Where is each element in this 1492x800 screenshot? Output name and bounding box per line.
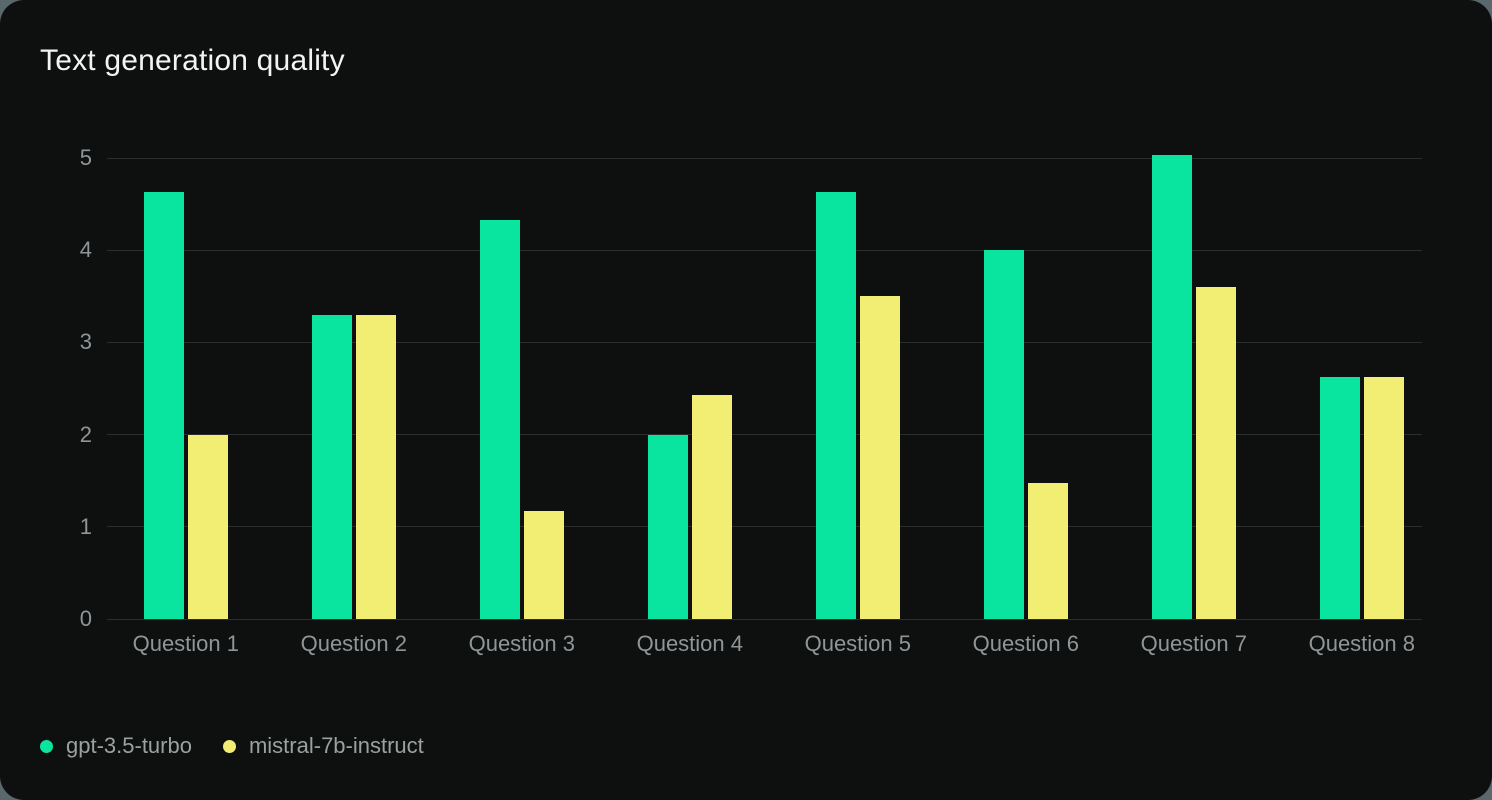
legend: gpt-3.5-turbo mistral-7b-instruct xyxy=(40,733,424,759)
bar-mistral-7b-instruct-question-6 xyxy=(1027,483,1068,619)
legend-label-gpt-3-5-turbo: gpt-3.5-turbo xyxy=(66,733,192,758)
x-axis-label-question-2: Question 2 xyxy=(300,631,407,656)
gridline-y-1 xyxy=(107,526,1422,528)
y-axis-tick-label-5: 5 xyxy=(79,145,92,170)
legend-dot-mistral-7b-instruct xyxy=(222,739,236,753)
y-axis-tick-label-3: 3 xyxy=(79,329,92,355)
bar-gpt-3-5-turbo-question-2 xyxy=(311,314,352,619)
legend-label-mistral-7b-instruct: mistral-7b-instruct xyxy=(248,733,424,758)
y-axis-tick-label-0: 0 xyxy=(79,606,92,631)
x-axis-label-question-6: Question 6 xyxy=(972,631,1079,656)
x-axis-label-question-4: Question 4 xyxy=(636,631,743,656)
bar-mistral-7b-instruct-question-1 xyxy=(187,434,228,619)
x-axis-label-question-1: Question 1 xyxy=(132,631,239,656)
gridline-y-2 xyxy=(107,434,1422,436)
x-axis-label-question-8: Question 8 xyxy=(1308,631,1415,656)
bar-gpt-3-5-turbo-question-8 xyxy=(1319,376,1360,619)
bar-gpt-3-5-turbo-question-6 xyxy=(983,250,1024,619)
legend-dot-gpt-3-5-turbo xyxy=(40,739,53,753)
y-axis-tick-label-1: 1 xyxy=(79,513,92,539)
bar-gpt-3-5-turbo-question-3 xyxy=(479,219,520,619)
legend-item-gpt-3-5-turbo[interactable]: gpt-3.5-turbo xyxy=(40,733,192,759)
bar-mistral-7b-instruct-question-5 xyxy=(859,296,900,619)
bar-gpt-3-5-turbo-question-7 xyxy=(1151,155,1192,619)
x-axis-label-question-5: Question 5 xyxy=(804,631,911,656)
bar-mistral-7b-instruct-question-8 xyxy=(1363,376,1404,619)
gridline-y-0 xyxy=(107,618,1422,620)
bar-mistral-7b-instruct-question-2 xyxy=(355,314,396,619)
x-axis-label-question-3: Question 3 xyxy=(468,631,575,656)
bar-gpt-3-5-turbo-question-1 xyxy=(143,192,184,619)
bar-mistral-7b-instruct-question-4 xyxy=(691,394,732,619)
legend-item-mistral-7b-instruct[interactable]: mistral-7b-instruct xyxy=(222,733,424,759)
bar-gpt-3-5-turbo-question-4 xyxy=(647,434,688,619)
bar-mistral-7b-instruct-question-3 xyxy=(523,511,564,619)
gridline-y-4 xyxy=(107,249,1422,251)
gridline-y-5 xyxy=(107,157,1422,159)
chart-title: Text generation quality xyxy=(40,44,345,77)
y-axis-tick-label-2: 2 xyxy=(79,421,92,447)
x-axis-label-question-7: Question 7 xyxy=(1140,631,1247,656)
gridline-y-3 xyxy=(107,341,1422,343)
bar-gpt-3-5-turbo-question-5 xyxy=(815,192,856,619)
bar-mistral-7b-instruct-question-7 xyxy=(1195,287,1236,619)
y-axis-tick-label-4: 4 xyxy=(79,237,92,263)
